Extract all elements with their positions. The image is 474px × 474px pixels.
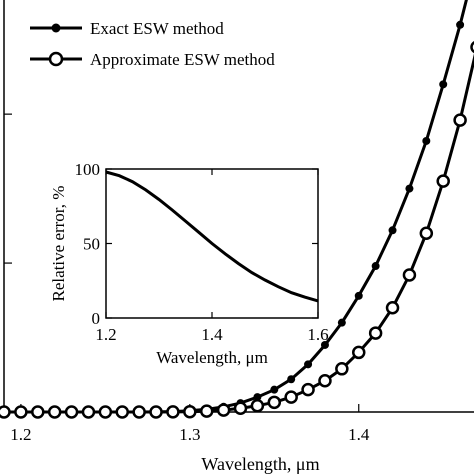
series-point-approx	[47, 405, 62, 419]
series-point-approx	[233, 401, 248, 416]
series-point-exact	[405, 184, 414, 193]
legend-marker-approx	[48, 51, 64, 67]
series-point-approx	[453, 113, 467, 127]
series-point-exact	[388, 226, 397, 235]
series-point-exact	[337, 318, 346, 327]
series-point-approx	[419, 226, 434, 241]
series-point-exact	[456, 20, 465, 29]
series-point-approx	[115, 405, 129, 419]
series-point-approx	[132, 405, 146, 419]
series-point-exact	[354, 291, 363, 300]
series-point-approx	[64, 405, 79, 419]
series-point-approx	[402, 268, 417, 282]
series-point-approx	[385, 301, 400, 315]
series-point-approx	[250, 398, 265, 413]
inset-y-tick-label: 100	[75, 160, 101, 179]
main-series-layer	[0, 0, 474, 419]
series-point-approx	[284, 390, 298, 404]
inset-y-tick-label: 0	[92, 309, 101, 328]
series-point-approx	[267, 395, 282, 410]
legend-marker-exact	[51, 23, 61, 33]
x-tick-label: 1.2	[10, 425, 31, 444]
series-point-approx	[436, 174, 450, 188]
legend-label-2: Approximate ESW method	[90, 50, 275, 69]
x-tick-label: 1.4	[348, 425, 370, 444]
inset-x-tick-label: 1.2	[95, 325, 116, 344]
series-point-approx	[470, 41, 474, 54]
series-point-exact	[422, 136, 431, 145]
series-point-exact	[304, 360, 313, 369]
series-point-approx	[166, 405, 180, 419]
inset-x-tick-label: 1.6	[307, 325, 328, 344]
series-point-approx	[98, 405, 113, 419]
series-point-approx	[0, 405, 11, 419]
series-point-approx	[31, 405, 45, 419]
series-point-exact	[287, 375, 296, 384]
x-axis-label: Wavelength, μm	[201, 454, 319, 474]
series-point-approx	[183, 404, 197, 419]
inset-series-line	[105, 170, 319, 303]
series-point-exact	[270, 385, 279, 394]
x-tick-label: 1.3	[179, 425, 200, 444]
series-point-exact	[253, 393, 262, 402]
series-point-approx	[14, 405, 28, 419]
series-point-approx	[199, 404, 214, 418]
inset-x-axis-label: Wavelength, μm	[156, 348, 268, 367]
series-point-approx	[149, 405, 163, 419]
series-point-approx	[352, 345, 366, 360]
series-point-approx	[318, 373, 332, 388]
series-point-exact	[439, 80, 448, 89]
series-point-exact	[320, 340, 329, 349]
legend-label-1: Exact ESW method	[90, 19, 224, 38]
series-point-approx	[216, 403, 231, 417]
inset-x-tick-label: 1.4	[201, 325, 223, 344]
inset-y-tick-label: 50	[83, 235, 100, 254]
inset-chart: 1.2 1.4 1.6 0 50 100	[75, 160, 329, 344]
inset-y-axis-label: Relative error, %	[49, 186, 68, 302]
series-point-approx	[335, 362, 349, 376]
series-point-approx	[368, 326, 383, 340]
series-point-approx	[301, 382, 315, 397]
series-point-exact	[371, 262, 380, 271]
series-point-approx	[81, 405, 96, 419]
legend: Exact ESW method Approximate ESW method	[30, 19, 275, 69]
